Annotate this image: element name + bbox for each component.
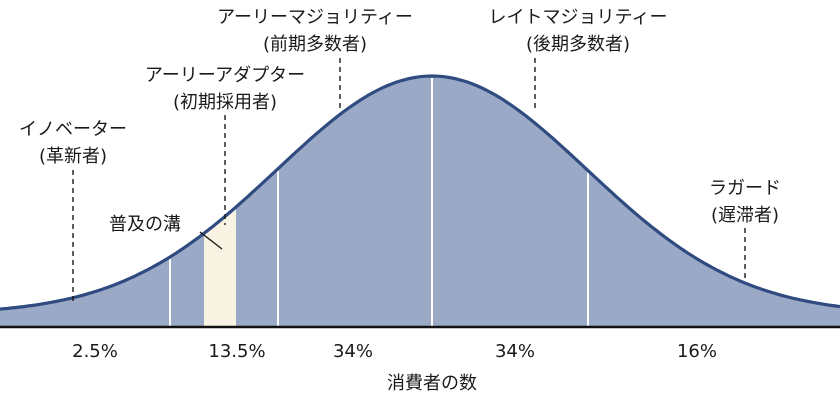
laggards-label: ラガード <box>709 178 781 199</box>
segment-dividers <box>169 78 589 327</box>
late-majority-sublabel: (後期多数者) <box>526 34 630 55</box>
innovators-sublabel: (革新者) <box>39 146 107 167</box>
early-majority-percent: 34% <box>333 341 373 362</box>
axis-title: 消費者の数 <box>387 373 477 394</box>
laggards-sublabel: (遅滞者) <box>711 205 779 226</box>
late-majority-label: レイトマジョリティー <box>489 7 668 28</box>
late-majority-percent: 34% <box>495 341 535 362</box>
bell-curve-area <box>0 76 840 327</box>
early-majority-sublabel: (前期多数者) <box>263 34 367 55</box>
early-adopters-percent: 13.5% <box>208 341 265 362</box>
early-adopters-label: アーリーアダプター <box>145 65 305 86</box>
bell-curve-line <box>0 74 840 311</box>
innovators-label: イノベーター <box>19 119 127 140</box>
chasm-area <box>204 207 236 327</box>
innovators-percent: 2.5% <box>72 341 118 362</box>
chasm-pointer <box>199 231 223 250</box>
early-adopters-sublabel: (初期採用者) <box>173 92 277 113</box>
early-majority-label: アーリーマジョリティー <box>217 7 413 28</box>
chasm-label: 普及の溝 <box>109 214 181 235</box>
laggards-percent: 16% <box>677 341 717 362</box>
